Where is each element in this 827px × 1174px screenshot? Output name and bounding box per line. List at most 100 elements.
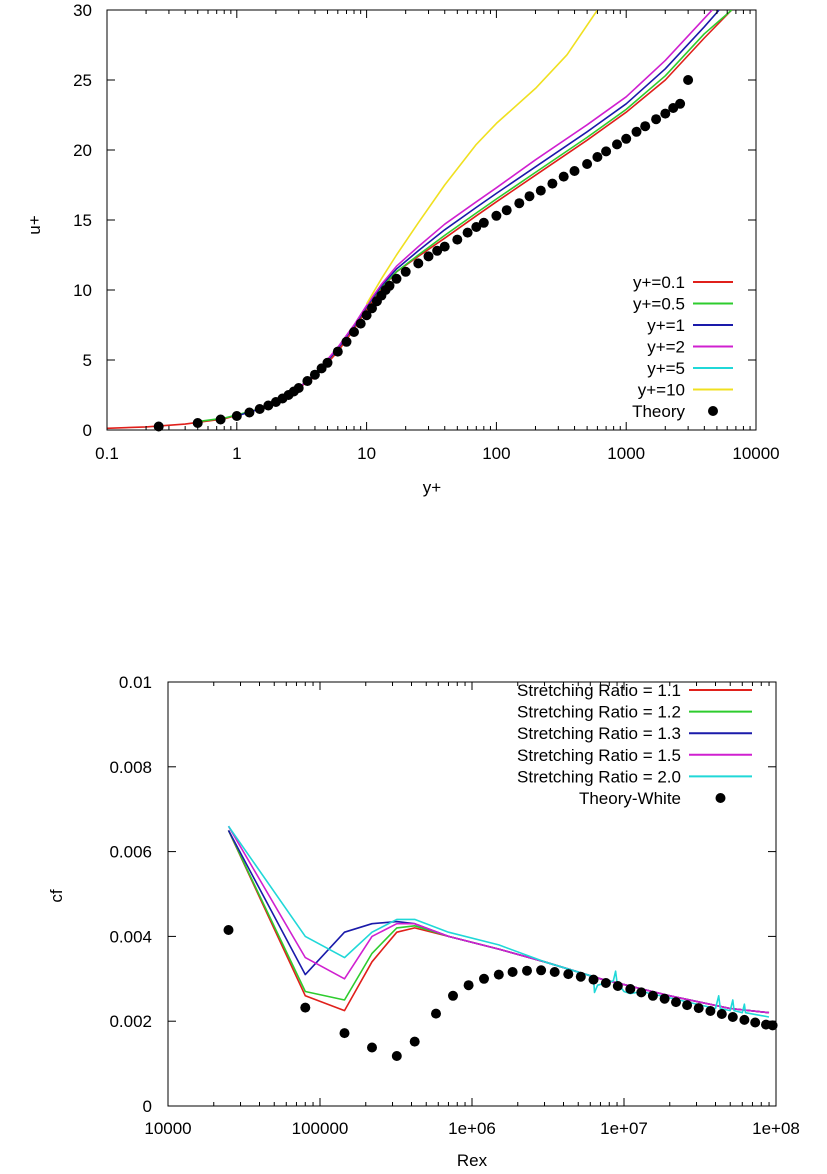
theory-point: [439, 241, 450, 252]
theory-point: [423, 251, 434, 262]
legend: y+=0.1 y+=0.5 y+=1 y+=2 y+=5 y+=10 Theory: [632, 273, 733, 421]
series-line: [227, 830, 770, 1014]
theory-point: [367, 303, 377, 314]
x-tick-label: 10: [357, 444, 376, 463]
y-tick-label: 0.002: [109, 1012, 152, 1031]
x-axis-label: Rex: [457, 1151, 488, 1170]
theory-point: [391, 273, 402, 284]
theory-point: [651, 114, 662, 125]
theory-point: [361, 310, 372, 321]
theory-point: [693, 1003, 704, 1014]
x-tick-label: 10000: [144, 1119, 191, 1138]
legend-label: y+=0.1: [633, 273, 685, 292]
y-tick-label: 0.008: [109, 758, 152, 777]
theory-point: [727, 1012, 738, 1022]
theory-point: [569, 166, 580, 176]
theory-point: [536, 965, 547, 976]
series-line: [227, 825, 770, 1018]
series-line: [227, 825, 770, 1014]
theory-point: [601, 146, 612, 157]
theory-point: [432, 245, 443, 256]
theory-point: [547, 178, 558, 189]
theory-point: [716, 1009, 727, 1019]
legend-label: y+=5: [647, 359, 685, 378]
legend-label: Stretching Ratio = 2.0: [517, 767, 681, 786]
y-axis-ticks: 0 0.002 0.004 0.006 0.008 0.01: [109, 673, 776, 1116]
theory-point: [507, 967, 518, 977]
legend: Stretching Ratio = 1.1 Stretching Ratio =…: [517, 681, 752, 808]
theory-point: [153, 421, 164, 432]
skin-friction-chart: 10000 100000 1e+06 1e+07 1e+08 0 0.002 0.004 0.…: [47, 673, 800, 1170]
theory-point: [640, 121, 651, 132]
legend-label: y+=10: [638, 381, 685, 400]
x-tick-label: 1: [232, 444, 241, 463]
theory-point: [471, 222, 482, 232]
theory-point: [309, 369, 320, 380]
theory-point: [636, 987, 647, 998]
theory-point: [535, 185, 546, 196]
y-tick-label: 0.01: [119, 673, 152, 692]
legend-label: Theory-White: [579, 789, 681, 808]
legend-label: Theory: [632, 402, 685, 421]
theory-point: [582, 159, 593, 169]
velocity-profile-chart: 0.1 1 10 100 1000 10000 0 5 10 15 20 25 30 y+ u+ y+…: [25, 1, 780, 497]
theory-point: [244, 407, 255, 418]
y-tick-label: 0.004: [109, 927, 152, 946]
series-line: [107, 10, 733, 430]
theory-point: [479, 973, 489, 984]
theory-point: [767, 1020, 778, 1031]
legend-label: y+=0.5: [633, 295, 685, 314]
legend-label: Stretching Ratio = 1.2: [517, 703, 681, 722]
series-curves: [107, 10, 733, 430]
x-tick-label: 10000: [732, 444, 779, 463]
theory-point: [705, 1006, 716, 1016]
theory-point: [750, 1017, 761, 1028]
clipped-curves: [227, 825, 770, 1018]
theory-point: [612, 981, 623, 991]
theory-point: [600, 978, 611, 988]
theory-point: [322, 357, 333, 368]
theory-point: [400, 266, 411, 277]
series-line: [365, 10, 599, 305]
theory-point: [355, 318, 366, 329]
legend-marker: [708, 406, 718, 416]
y-tick-label: 0.006: [109, 843, 152, 862]
theory-point: [300, 1002, 311, 1013]
theory-point: [493, 969, 504, 980]
y-tick-label: 25: [73, 71, 92, 90]
theory-point: [223, 925, 234, 935]
legend-label: Stretching Ratio = 1.3: [517, 724, 681, 743]
theory-point: [563, 969, 574, 980]
x-axis-ticks: 0.1 1 10 100 1000 10000: [95, 10, 780, 463]
theory-point: [254, 404, 265, 414]
clipped-curves: [107, 10, 733, 430]
theory-point: [462, 227, 473, 238]
theory-point: [558, 171, 569, 182]
x-tick-label: 1e+07: [600, 1119, 648, 1138]
theory-point: [341, 336, 352, 347]
theory-points: [223, 925, 778, 1061]
theory-point: [592, 152, 603, 162]
theory-point: [409, 1036, 420, 1047]
legend-label: y+=2: [647, 338, 685, 357]
theory-point: [631, 126, 642, 137]
theory-point: [448, 990, 458, 1001]
theory-point: [339, 1028, 350, 1039]
theory-point: [682, 1000, 693, 1011]
x-tick-label: 100000: [292, 1119, 349, 1138]
theory-point: [302, 376, 313, 386]
theory-point: [215, 414, 226, 425]
theory-point: [501, 205, 512, 216]
theory-point: [660, 108, 671, 119]
y-tick-label: 20: [73, 141, 92, 160]
theory-point: [659, 993, 670, 1004]
theory-point: [683, 75, 694, 85]
legend-marker: [715, 793, 726, 803]
x-tick-label: 1e+06: [448, 1119, 496, 1138]
x-tick-label: 100: [482, 444, 510, 463]
x-tick-label: 1000: [607, 444, 645, 463]
y-tick-label: 5: [83, 351, 92, 370]
theory-point: [192, 418, 203, 428]
y-axis-ticks: 0 5 10 15 20 25 30: [73, 1, 756, 440]
